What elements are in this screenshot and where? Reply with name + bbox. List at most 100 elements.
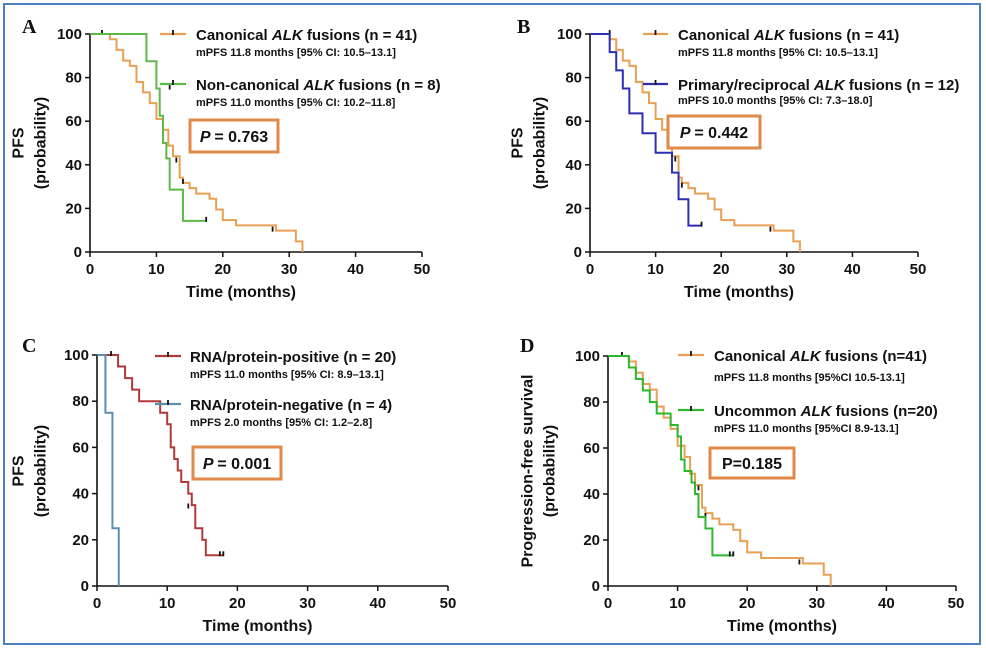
x-axis-title: Time (months) [727, 618, 837, 635]
panel-c: C 0 20 40 60 80 100 0 10 20 30 40 50 Time (months) PFS… [11, 335, 457, 635]
x-tick-label: 0 [86, 261, 94, 278]
survival-curve-rna_positive [97, 354, 224, 557]
legend-mpfs: mPFS 11.8 months [95%CI 10.5-13.1] [714, 372, 905, 384]
panel-letter: A [22, 16, 37, 38]
y-tick-label: 0 [81, 578, 89, 595]
x-tick-label: 50 [440, 595, 457, 612]
figure-frame [3, 3, 981, 645]
y-tick-label: 80 [72, 393, 89, 410]
x-tick-label: 0 [93, 595, 101, 612]
y-tick-label: 80 [565, 70, 582, 87]
y-axis-subtitle: (probability) [33, 97, 50, 189]
y-axis-subtitle: (probability) [542, 425, 559, 517]
y-tick-label: 40 [65, 157, 82, 174]
legend-label: RNA/protein-positive (n = 20) [190, 349, 396, 366]
y-tick-label: 60 [65, 113, 82, 130]
y-axis-title: Progression-free survival [520, 375, 537, 568]
x-axis-title: Time (months) [203, 618, 313, 635]
x-tick-label: 20 [739, 595, 756, 612]
x-tick-label: 50 [910, 261, 927, 278]
y-tick-label: 60 [72, 439, 89, 456]
y-tick-label: 20 [65, 200, 82, 217]
survival-curve-canonical [90, 33, 304, 252]
y-tick-label: 60 [565, 113, 582, 130]
y-tick-label: 100 [57, 26, 82, 43]
legend-mpfs: mPFS 2.0 months [95% CI: 1.2–2.8] [190, 417, 373, 429]
p-value-box [191, 445, 283, 481]
x-tick-label: 50 [414, 261, 431, 278]
y-tick-label: 20 [583, 532, 600, 549]
legend-mpfs: mPFS 11.8 months [95% CI: 10.5–13.1] [196, 47, 396, 59]
x-tick-label: 10 [148, 261, 165, 278]
y-axis-title: PFS [510, 127, 527, 158]
legend-mpfs: mPFS 11.0 months [95% CI: 10.2–11.8] [196, 97, 396, 109]
survival-curve-rna_negative [97, 354, 120, 586]
y-tick-label: 40 [583, 486, 600, 503]
y-tick-label: 100 [557, 26, 582, 43]
y-axis-subtitle: (probability) [532, 97, 549, 189]
y-tick-label: 0 [592, 578, 600, 595]
y-tick-label: 20 [565, 200, 582, 217]
legend-label: Primary/reciprocal ALK fusions (n = 12) [678, 77, 959, 94]
y-tick-label: 0 [574, 244, 582, 261]
x-tick-label: 20 [713, 261, 730, 278]
x-tick-label: 40 [369, 595, 386, 612]
y-tick-label: 80 [583, 394, 600, 411]
survival-curve-uncommon [608, 355, 734, 557]
x-axis-title: Time (months) [186, 284, 296, 301]
x-tick-label: 50 [948, 595, 965, 612]
y-axis-title: PFS [11, 455, 28, 486]
x-tick-label: 40 [347, 261, 364, 278]
legend-label: Uncommon ALK fusions (n=20) [714, 403, 938, 420]
y-tick-label: 0 [74, 244, 82, 261]
y-tick-label: 80 [65, 70, 82, 87]
legend-mpfs: mPFS 11.8 months [95% CI: 10.5–13.1] [678, 47, 878, 59]
legend-label: Canonical ALK fusions (n = 41) [196, 27, 417, 44]
y-tick-label: 60 [583, 440, 600, 457]
panel-a: A 0 20 40 60 80 100 0 10 20 30 40 50 Time (months) PFS… [11, 16, 441, 301]
p-value-box [666, 114, 762, 150]
x-tick-label: 30 [299, 595, 316, 612]
y-tick-label: 100 [575, 348, 600, 365]
panel-d: D 0 20 40 60 80 100 0 10 20 30 40 50 Time (months) Pro… [520, 335, 965, 635]
survival-curve-primary_reciprocal [590, 33, 702, 227]
x-tick-label: 10 [669, 595, 686, 612]
panel-letter: C [22, 335, 36, 357]
p-value-text: P = 0.442 [680, 125, 748, 142]
x-tick-label: 10 [647, 261, 664, 278]
p-value-text: P=0.185 [722, 456, 782, 473]
survival-curve-canonical [590, 33, 801, 252]
legend-mpfs: mPFS 11.0 months [95%CI 8.9-13.1] [714, 423, 899, 435]
x-tick-label: 0 [604, 595, 612, 612]
x-tick-label: 40 [844, 261, 861, 278]
x-tick-label: 30 [778, 261, 795, 278]
legend-mpfs: mPFS 10.0 months [95% CI: 7.3–18.0] [678, 95, 873, 107]
legend-label: Canonical ALK fusions (n=41) [714, 348, 927, 365]
p-value-box [188, 118, 280, 154]
x-tick-label: 40 [878, 595, 895, 612]
x-tick-label: 30 [281, 261, 298, 278]
panel-b: B 0 20 40 60 80 100 0 10 20 30 40 50 Time (months) PFS… [510, 16, 960, 301]
y-tick-label: 40 [72, 486, 89, 503]
legend-mpfs: mPFS 11.0 months [95% CI: 8.9–13.1] [190, 369, 384, 381]
x-tick-label: 20 [214, 261, 231, 278]
x-tick-label: 30 [808, 595, 825, 612]
y-tick-label: 100 [64, 347, 89, 364]
p-value-text: P = 0.763 [200, 129, 268, 146]
panel-letter: B [517, 16, 530, 38]
x-axis-title: Time (months) [684, 284, 794, 301]
legend-label: Canonical ALK fusions (n = 41) [678, 27, 899, 44]
x-tick-label: 20 [229, 595, 246, 612]
legend-label: RNA/protein-negative (n = 4) [190, 397, 392, 414]
p-value-text: P = 0.001 [203, 456, 271, 473]
legend-label: Non-canonical ALK fusions (n = 8) [196, 77, 441, 94]
y-tick-label: 20 [72, 532, 89, 549]
x-tick-label: 10 [159, 595, 176, 612]
y-axis-subtitle: (probability) [33, 425, 50, 517]
x-tick-label: 0 [586, 261, 594, 278]
y-axis-title: PFS [11, 127, 28, 158]
y-tick-label: 40 [565, 157, 582, 174]
panel-letter: D [520, 335, 534, 357]
p-value-box [708, 446, 796, 480]
